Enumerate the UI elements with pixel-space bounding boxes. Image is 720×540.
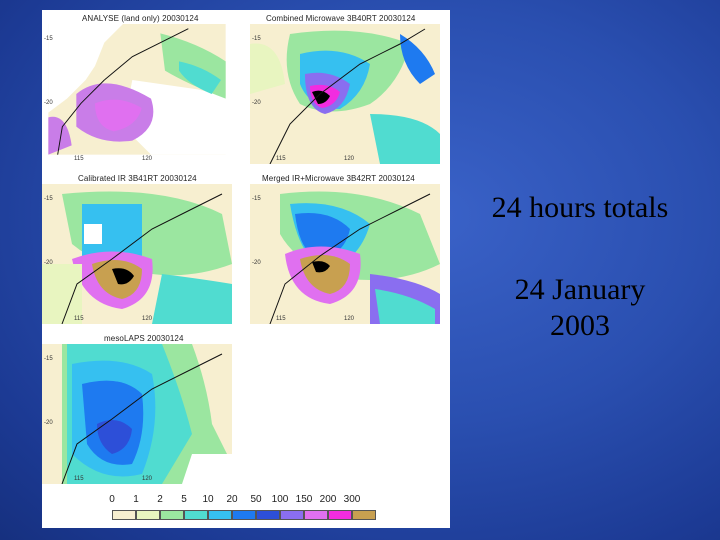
colorbar-label: 100 <box>271 494 289 505</box>
rainfall-map-analyse <box>48 24 232 155</box>
y-tick: -20 <box>44 260 53 266</box>
y-tick: -20 <box>252 100 261 106</box>
colorbar-swatch <box>256 510 280 520</box>
colorbar-label: 2 <box>157 494 163 505</box>
y-tick: -15 <box>44 196 53 202</box>
x-tick: 120 <box>344 156 355 162</box>
y-tick: -15 <box>252 196 261 202</box>
y-tick: -15 <box>44 356 53 362</box>
colorbar-label: 300 <box>343 494 361 505</box>
colorbar-swatch <box>328 510 352 520</box>
colorbar-swatch <box>232 510 256 520</box>
colorbar-label: 5 <box>181 494 187 505</box>
panel-merged-ir-microwave: Merged IR+Microwave 3B42RT 20030124 -15 … <box>250 174 440 324</box>
rainfall-map-merged <box>250 184 440 324</box>
colorbar-label: 0 <box>109 494 115 505</box>
colorbar-swatch <box>184 510 208 520</box>
panel-calibrated-ir: Calibrated IR 3B41RT 20030124 -15 -20 11… <box>42 174 232 324</box>
rainfall-map-mesolaps <box>42 344 232 484</box>
colorbar-swatch <box>160 510 184 520</box>
x-tick: 120 <box>142 476 153 482</box>
panel-title: Calibrated IR 3B41RT 20030124 <box>78 174 197 183</box>
panel-title: mesoLAPS 20030124 <box>104 334 184 343</box>
caption: 24 hours totals 24 January 2003 <box>455 190 705 344</box>
rainfall-map-ir <box>42 184 232 324</box>
colorbar-label: 50 <box>250 494 262 505</box>
panel-analyse: ANALYSE (land only) 20030124 -15 -20 115… <box>42 14 232 164</box>
x-tick: 120 <box>344 316 355 322</box>
colorbar-swatch <box>352 510 376 520</box>
colorbar-swatch <box>136 510 160 520</box>
caption-title: 24 hours totals <box>491 191 669 224</box>
colorbar-label: 150 <box>295 494 313 505</box>
y-tick: -15 <box>44 36 53 42</box>
panel-title: Combined Microwave 3B40RT 20030124 <box>266 14 416 23</box>
colorbar-swatch <box>208 510 232 520</box>
rainfall-figure: ANALYSE (land only) 20030124 -15 -20 115… <box>42 10 450 528</box>
x-tick: 120 <box>142 316 153 322</box>
panel-title: Merged IR+Microwave 3B42RT 20030124 <box>262 174 415 183</box>
x-tick: 120 <box>142 156 153 162</box>
x-tick: 115 <box>276 316 286 322</box>
x-tick: 115 <box>276 156 286 162</box>
y-tick: -20 <box>44 100 53 106</box>
caption-date: 24 January 2003 <box>514 273 646 342</box>
colorbar-label: 10 <box>202 494 214 505</box>
panel-mesolaps: mesoLAPS 20030124 -15 -20 115 120 <box>42 334 232 484</box>
colorbar-swatch <box>304 510 328 520</box>
rainfall-map-microwave <box>250 24 440 164</box>
y-tick: -20 <box>252 260 261 266</box>
x-tick: 115 <box>74 316 84 322</box>
y-tick: -20 <box>44 420 53 426</box>
colorbar-swatch <box>112 510 136 520</box>
colorbar-label: 20 <box>226 494 238 505</box>
panel-combined-microwave: Combined Microwave 3B40RT 20030124 -15 -… <box>250 14 440 164</box>
colorbar-swatch <box>280 510 304 520</box>
panel-title: ANALYSE (land only) 20030124 <box>82 14 199 23</box>
y-tick: -15 <box>252 36 261 42</box>
x-tick: 115 <box>74 476 84 482</box>
x-tick: 115 <box>74 156 84 162</box>
colorbar-label: 200 <box>319 494 337 505</box>
colorbar-label: 1 <box>133 494 139 505</box>
